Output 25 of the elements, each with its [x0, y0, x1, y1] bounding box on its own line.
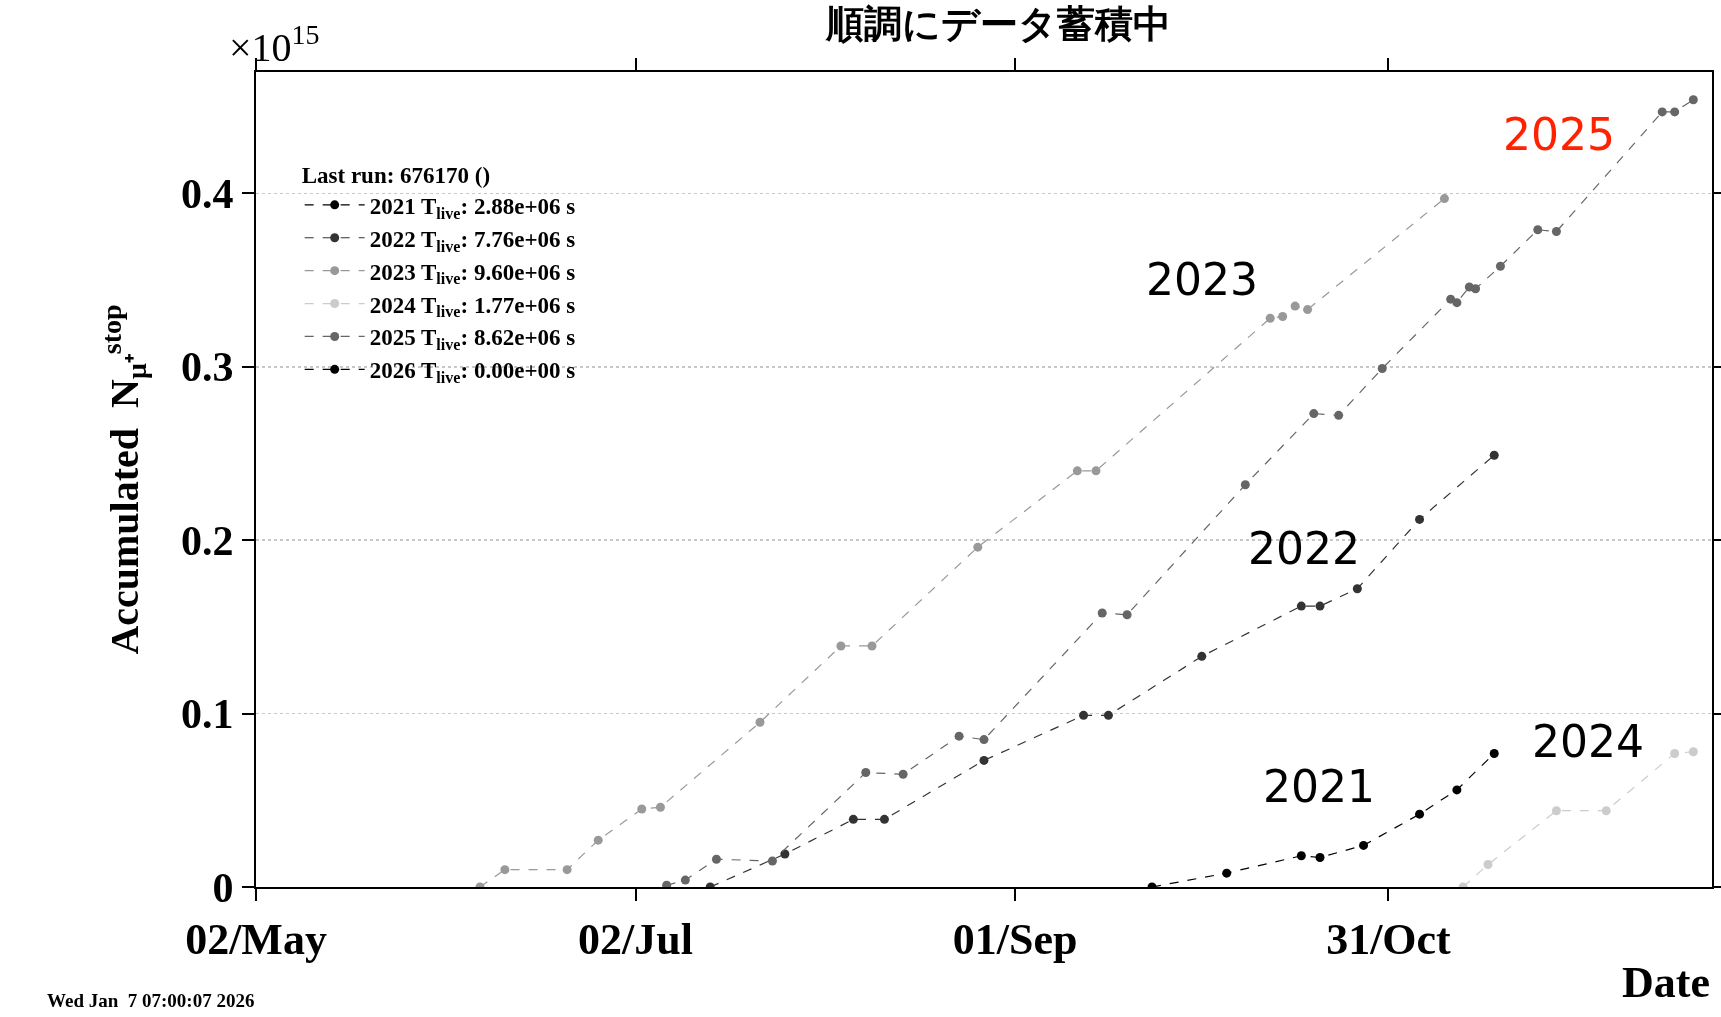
- chart-title: 順調にデータ蓄積中: [824, 1, 1171, 46]
- text: Wed Jan 7 07:00:07 2026: [47, 990, 255, 1011]
- x-tick-label: 01/Sep: [952, 914, 1078, 964]
- annotation: 2024: [1532, 716, 1644, 767]
- annotation: 2021: [1263, 761, 1375, 812]
- y-tick-label: 0: [212, 864, 234, 911]
- legend-label: 2026 T$_{live}$: 0.00e+00 s: [369, 358, 576, 387]
- x-tick-label: 31/Oct: [1326, 914, 1452, 964]
- legend-title: Last run: 676170 (): [301, 163, 491, 189]
- x-tick-label: 02/Jul: [578, 914, 694, 964]
- x-axis-title: Date: [1622, 958, 1710, 1007]
- legend-label: 2021 T$_{live}$: 2.88e+06 s: [369, 193, 576, 222]
- y-tick-label: 0.2: [181, 517, 234, 564]
- annotation: 2022: [1248, 523, 1360, 574]
- legend-label: 2024 T$_{live}$: 1.77e+06 s: [369, 292, 576, 321]
- x-tick-label: 02/May: [185, 914, 327, 964]
- y-tick-label: 0.3: [181, 344, 234, 391]
- y-tick-label: 0.4: [181, 171, 234, 218]
- legend-label: 2025 T$_{live}$: 8.62e+06 s: [369, 325, 576, 354]
- annotation: 2025: [1503, 109, 1615, 160]
- legend-label: 2022 T$_{live}$: 7.76e+06 s: [369, 226, 576, 255]
- y-tick-label: 0.1: [181, 691, 234, 738]
- legend-label: 2023 T$_{live}$: 9.60e+06 s: [369, 259, 576, 288]
- annotation: 2023: [1146, 254, 1258, 305]
- text: ×10$^{15}$: [229, 19, 320, 70]
